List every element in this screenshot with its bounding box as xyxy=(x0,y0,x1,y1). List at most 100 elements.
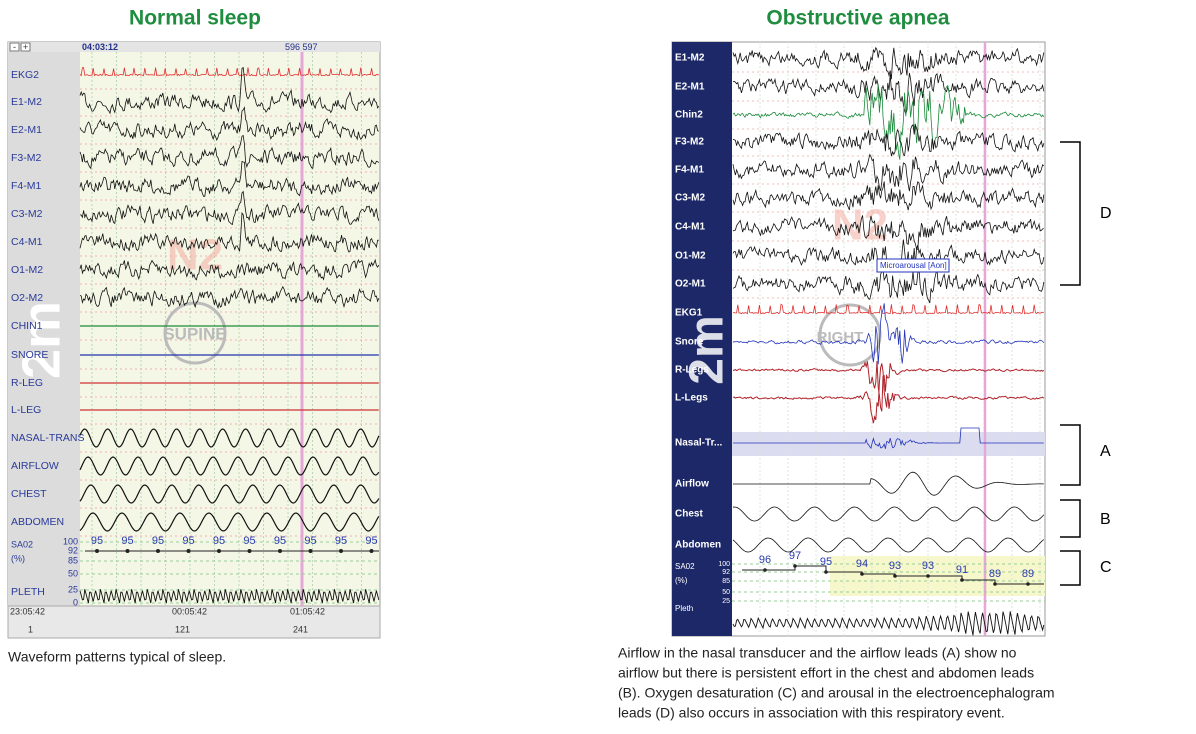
bracket-label: A xyxy=(1100,443,1111,460)
epoch: 596 597 xyxy=(285,42,318,52)
channel-label: E1-M2 xyxy=(11,96,42,108)
sao2-value: 95 xyxy=(121,535,133,547)
channel-label: O1-M2 xyxy=(675,251,706,262)
channel-label: ABDOMEN xyxy=(11,516,64,528)
channel-label: E2-M1 xyxy=(675,82,705,93)
bracket-d xyxy=(1060,142,1080,285)
sao2-value: 89 xyxy=(1022,568,1034,580)
sao2-value: 95 xyxy=(91,535,103,547)
left-title: Normal sleep xyxy=(129,7,261,30)
sao2-point xyxy=(278,549,282,553)
footer-epoch: 121 xyxy=(175,624,190,634)
channel-label: (%) xyxy=(675,576,688,585)
channel-label: Abdomen xyxy=(675,540,721,551)
channel-label: L-LEG xyxy=(11,404,41,416)
sao2-point xyxy=(248,549,252,553)
channel-label: R-Legs xyxy=(675,365,709,376)
axis-label: 92 xyxy=(68,545,78,555)
sao2-value: 95 xyxy=(365,535,377,547)
figure: Normal sleep Obstructive apnea - + 04:03… xyxy=(0,0,1196,734)
channel-label: R-LEG xyxy=(11,377,43,389)
axis-label: 25 xyxy=(68,584,78,594)
channel-label: SA02 xyxy=(11,539,33,549)
channel-label: O1-M2 xyxy=(11,264,43,276)
bracket-label: B xyxy=(1100,511,1111,528)
axis-label: 92 xyxy=(722,569,730,576)
channel-label: O2-M1 xyxy=(675,279,706,290)
right-caption-line: Airflow in the nasal transducer and the … xyxy=(618,645,1017,661)
sao2-value: 95 xyxy=(243,535,255,547)
button-label[interactable]: + xyxy=(23,42,28,52)
footer-epoch: 1 xyxy=(28,624,33,634)
sao2-value: 94 xyxy=(856,558,868,570)
axis-label: 85 xyxy=(722,578,730,585)
channel-label: L-Legs xyxy=(675,393,708,404)
footer-time: 23:05:42 xyxy=(10,606,45,616)
axis-label: 50 xyxy=(68,568,78,578)
sao2-point xyxy=(370,549,374,553)
sao2-value: 95 xyxy=(274,535,286,547)
channel-label: NASAL-TRANS xyxy=(11,432,85,444)
sao2-value: 91 xyxy=(956,564,968,576)
channel-label: EKG1 xyxy=(675,308,703,319)
time: 04:03:12 xyxy=(82,42,118,52)
axis-label: 0 xyxy=(73,597,78,607)
channel-label: F4-M1 xyxy=(675,165,704,176)
channel-label: Airflow xyxy=(675,479,709,490)
right-title: Obstructive apnea xyxy=(766,7,950,30)
channel-label: F3-M2 xyxy=(11,152,41,164)
channel-label: C4-M1 xyxy=(675,222,705,233)
sao2-value: 97 xyxy=(789,550,801,562)
right-caption-line: (B). Oxygen desaturation (C) and arousal… xyxy=(618,685,1055,701)
left-caption: Waveform patterns typical of sleep. xyxy=(8,649,226,665)
axis-label: 50 xyxy=(722,589,730,596)
channel-label: CHIN1 xyxy=(11,320,43,332)
channel-label: E2-M1 xyxy=(11,124,42,136)
channel-label: (%) xyxy=(11,553,25,563)
sao2-value: 95 xyxy=(213,535,225,547)
channel-label: SNORE xyxy=(11,349,48,361)
sao2-point xyxy=(126,549,130,553)
axis-label: 85 xyxy=(68,555,78,565)
right-caption-line: airflow but there is persistent effort i… xyxy=(618,665,1034,681)
bracket-c xyxy=(1060,551,1080,585)
sao2-point xyxy=(156,549,160,553)
sao2-value: 95 xyxy=(152,535,164,547)
brackets xyxy=(1060,142,1080,585)
channel-label: F3-M2 xyxy=(675,137,704,148)
button-label[interactable]: - xyxy=(13,42,16,52)
sao2-point xyxy=(339,549,343,553)
sao2-value: 89 xyxy=(989,568,1001,580)
footer-time: 01:05:42 xyxy=(290,606,325,616)
channel-label: EKG2 xyxy=(11,69,39,81)
channel-label: C3-M2 xyxy=(11,208,43,220)
channel-label: Chin2 xyxy=(675,110,703,121)
channel-label: Chest xyxy=(675,509,703,520)
sao2-value: 93 xyxy=(889,560,901,572)
channel-label: O2-M2 xyxy=(11,292,43,304)
watermark: SUPINE xyxy=(163,324,226,343)
sao2-value: 95 xyxy=(182,535,194,547)
channel-label: E1-M2 xyxy=(675,53,705,64)
sao2-value: 95 xyxy=(304,535,316,547)
sao2-point xyxy=(95,549,99,553)
channel-label: SA02 xyxy=(675,562,695,571)
sao2-point xyxy=(309,549,313,553)
bracket-b xyxy=(1060,500,1080,537)
sao2-value: 96 xyxy=(759,554,771,566)
bracket-label: D xyxy=(1100,205,1112,222)
left-toolbar xyxy=(8,42,380,52)
event-label: Microarousal [Aon] xyxy=(880,261,947,270)
channel-label: Nasal-Tr... xyxy=(675,438,722,449)
channel-label: C3-M2 xyxy=(675,193,705,204)
bracket-label: C xyxy=(1100,559,1112,576)
axis-label: 25 xyxy=(722,598,730,605)
axis-label: 100 xyxy=(718,561,730,568)
footer-epoch: 241 xyxy=(293,624,308,634)
channel-label: C4-M1 xyxy=(11,236,43,248)
footer-time: 00:05:42 xyxy=(172,606,207,616)
channel-label: F4-M1 xyxy=(11,180,41,192)
nasal-band xyxy=(732,432,1045,456)
channel-label: Pleth xyxy=(675,604,693,613)
sao2-value: 95 xyxy=(335,535,347,547)
